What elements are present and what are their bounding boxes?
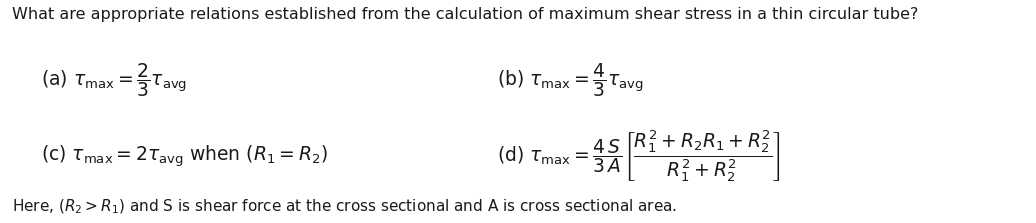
Text: (a) $\tau_{\mathrm{max}} = \dfrac{2}{3}\tau_{\mathrm{avg}}$: (a) $\tau_{\mathrm{max}} = \dfrac{2}{3}\… [41,61,188,99]
Text: What are appropriate relations established from the calculation of maximum shear: What are appropriate relations establish… [12,7,919,22]
Text: (b) $\tau_{\mathrm{max}} = \dfrac{4}{3}\tau_{\mathrm{avg}}$: (b) $\tau_{\mathrm{max}} = \dfrac{4}{3}\… [497,61,643,99]
Text: (d) $\tau_{\mathrm{max}} = \dfrac{4\,S}{3\,A}\left[\dfrac{R_1^2 + R_2 R_1 + R_2^: (d) $\tau_{\mathrm{max}} = \dfrac{4\,S}{… [497,128,781,184]
Text: (c) $\tau_{\mathrm{max}} = 2\tau_{\mathrm{avg}}$ when $(R_1 = R_2)$: (c) $\tau_{\mathrm{max}} = 2\tau_{\mathr… [41,143,328,169]
Text: Here, $(R_2 > R_1)$ and S is shear force at the cross sectional and A is cross s: Here, $(R_2 > R_1)$ and S is shear force… [12,198,678,216]
